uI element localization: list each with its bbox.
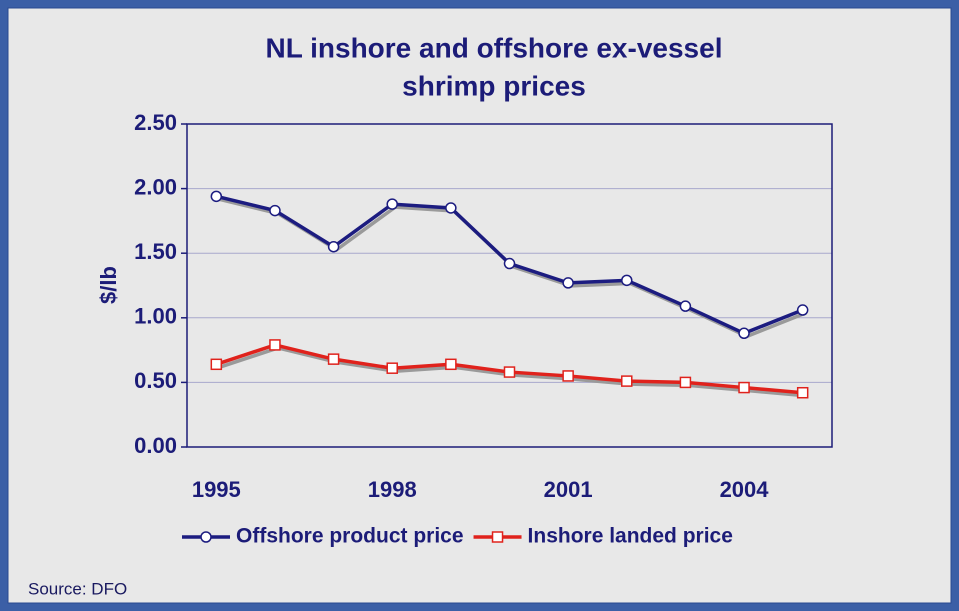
marker (269, 204, 281, 217)
x-tick-label: 1998 (368, 477, 417, 502)
y-tick-label: 1.00 (134, 304, 177, 329)
marker (796, 304, 809, 316)
marker (210, 190, 223, 203)
marker (386, 362, 398, 374)
legend-label: Offshore product price (236, 525, 464, 548)
legend-label: Inshore landed price (528, 525, 733, 548)
y-tick-label: 0.50 (134, 368, 177, 393)
legend-marker (200, 531, 212, 543)
marker (796, 386, 809, 399)
chart-title: NL inshore and offshore ex-vessel (266, 32, 723, 63)
x-tick-label: 1995 (192, 477, 241, 502)
y-tick-label: 2.00 (134, 174, 177, 199)
marker (327, 240, 340, 253)
marker (327, 353, 340, 365)
marker (621, 274, 633, 287)
marker (562, 277, 574, 289)
source: Source: DFO (28, 579, 127, 598)
marker (679, 300, 692, 312)
panel (7, 7, 952, 604)
y-tick-label: 1.50 (134, 239, 177, 264)
marker (738, 381, 750, 394)
x-tick-label: 2001 (544, 477, 593, 502)
marker (269, 339, 281, 351)
marker (621, 375, 633, 387)
y-tick-label: 0.00 (134, 433, 177, 458)
marker (562, 370, 574, 382)
marker (679, 376, 692, 389)
marker (210, 358, 223, 371)
marker (738, 327, 750, 340)
marker (386, 198, 398, 210)
marker (445, 202, 457, 214)
plot-frame (186, 123, 833, 448)
x-tick-label: 2004 (720, 477, 770, 502)
y-tick-label: 2.50 (134, 110, 177, 135)
marker (445, 358, 457, 371)
chart-title: shrimp prices (402, 70, 586, 101)
marker (503, 366, 516, 378)
marker (503, 257, 516, 270)
y-axis-label: $/lb (96, 266, 121, 304)
legend-marker (491, 531, 504, 543)
